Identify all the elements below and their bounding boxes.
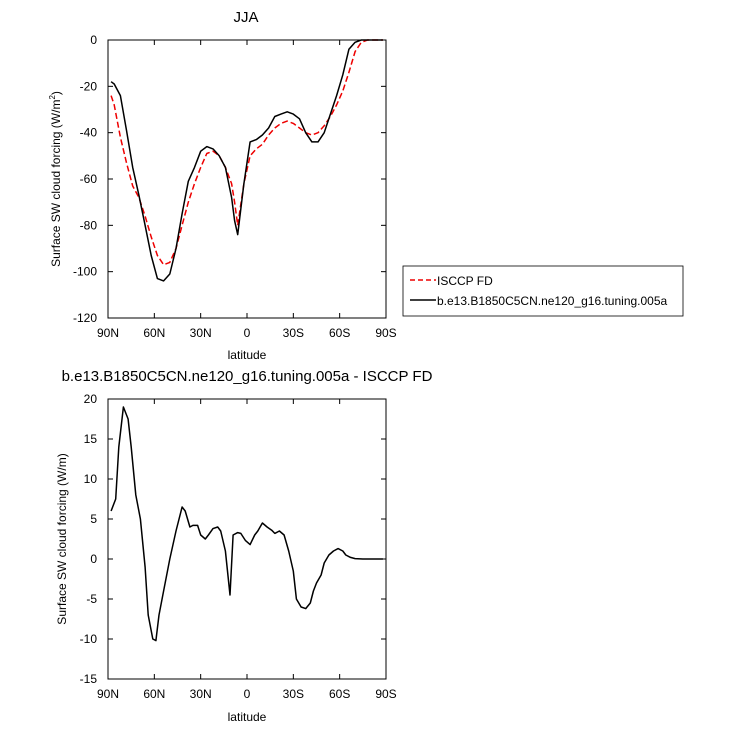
x-tick-label: 90N (97, 687, 119, 701)
plot-area-top (110, 39, 383, 282)
ticks-top: 90N 60N 30N 0 30S 60S 90S 0 -20 -40 -60 -80 -100 -120 (73, 33, 397, 340)
y-tick-label: -10 (80, 632, 98, 646)
chart-top: JJA 90N 60N 30N 0 30S 60S 90S 0 -20 -40 -60 -80 -100… (48, 9, 684, 362)
y-tick-label: -80 (80, 218, 98, 232)
ticks-bottom: 90N 60N 30N 0 30S 60S 90S 20 15 10 5 0 -5 -10 -15 (80, 392, 397, 701)
y-tick-label: -100 (73, 265, 97, 279)
plot-frame-top (107, 39, 387, 319)
series-line-top-1 (110, 39, 383, 282)
legend-label-model: b.e13.B1850C5CN.ne120_g16.tuning.005a (437, 294, 668, 308)
x-tick-label: 60S (329, 687, 350, 701)
plot-frame-bottom (107, 398, 387, 680)
y-tick-label: 0 (90, 33, 97, 47)
x-tick-label: 30N (190, 326, 212, 340)
x-tick-label: 90S (375, 687, 396, 701)
x-tick-label: 90N (97, 326, 119, 340)
x-tick-label: 60N (143, 687, 165, 701)
y-tick-label: 0 (90, 552, 97, 566)
y-tick-label: -40 (80, 126, 98, 140)
legend-label-isccp: ISCCP FD (437, 274, 493, 288)
x-tick-label: 30S (283, 687, 304, 701)
y-axis-label: Surface SW cloud forcing (W/m2) (48, 91, 63, 267)
x-tick-label: 60N (143, 326, 165, 340)
x-tick-label: 0 (244, 687, 251, 701)
x-axis-label-diff: latitude (228, 710, 267, 724)
y-tick-label: 15 (84, 432, 98, 446)
y-tick-label: -120 (73, 311, 97, 325)
legend: ISCCP FD b.e13.B1850C5CN.ne120_g16.tunin… (402, 265, 684, 317)
x-tick-label: 30S (283, 326, 304, 340)
chart-title-diff: b.e13.B1850C5CN.ne120_g16.tuning.005a - … (62, 368, 433, 385)
series-line-top-0 (110, 39, 383, 266)
y-axis-label-diff: Surface SW cloud forcing (W/m) (55, 453, 69, 624)
series-line-diff-0 (110, 406, 383, 642)
legend-box (402, 265, 684, 317)
plot-area-bottom (110, 406, 383, 642)
x-tick-label: 30N (190, 687, 212, 701)
chart-title: JJA (233, 9, 258, 26)
x-tick-label: 60S (329, 326, 350, 340)
y-tick-label: 20 (84, 392, 98, 406)
y-tick-label: 5 (90, 512, 97, 526)
x-axis-label: latitude (228, 348, 267, 362)
x-tick-label: 0 (244, 326, 251, 340)
chart-bottom: b.e13.B1850C5CN.ne120_g16.tuning.005a - … (55, 368, 433, 724)
y-tick-label: 10 (84, 472, 98, 486)
y-tick-label: -15 (80, 672, 98, 686)
y-tick-label: -60 (80, 172, 98, 186)
y-tick-label: -20 (80, 79, 98, 93)
x-tick-label: 90S (375, 326, 396, 340)
y-tick-label: -5 (86, 592, 97, 606)
